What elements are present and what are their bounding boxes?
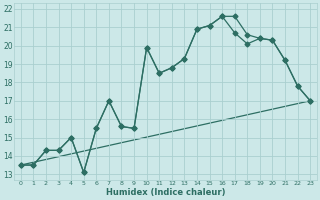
X-axis label: Humidex (Indice chaleur): Humidex (Indice chaleur) <box>106 188 225 197</box>
